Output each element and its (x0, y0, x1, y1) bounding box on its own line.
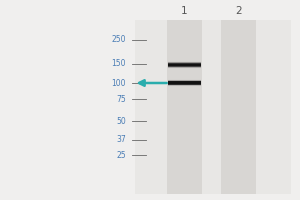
Bar (168, 62, 201, 63)
Bar (168, 64, 201, 66)
Bar (168, 82, 201, 84)
Bar (168, 83, 201, 85)
Bar (168, 81, 201, 83)
Bar (168, 84, 201, 85)
Bar (168, 67, 201, 68)
Bar (168, 64, 201, 65)
Bar (168, 66, 201, 67)
Bar (168, 64, 201, 65)
Text: 100: 100 (112, 78, 126, 88)
Bar (168, 84, 201, 85)
Bar (168, 85, 201, 87)
Bar (168, 61, 201, 62)
Bar (168, 80, 201, 82)
Bar (168, 63, 201, 64)
Bar (168, 79, 201, 81)
Bar (168, 82, 201, 83)
Bar (168, 80, 201, 81)
Bar (168, 65, 201, 66)
Text: 150: 150 (112, 60, 126, 68)
Bar (168, 84, 201, 86)
Bar (168, 80, 201, 81)
Bar (168, 81, 201, 82)
Bar (168, 82, 201, 84)
Bar (168, 67, 201, 69)
Bar (168, 67, 201, 69)
Bar (168, 62, 201, 63)
Bar (168, 84, 201, 85)
Bar (168, 66, 201, 68)
Bar (168, 65, 201, 66)
Bar (168, 85, 201, 87)
Bar (168, 81, 201, 82)
Bar (168, 63, 201, 64)
Bar (168, 83, 201, 84)
Text: 250: 250 (112, 36, 126, 45)
Bar (168, 65, 201, 67)
Bar (168, 79, 201, 81)
Bar (168, 84, 201, 86)
Bar (168, 62, 201, 64)
Bar (168, 82, 201, 83)
Bar (168, 81, 201, 83)
Text: 75: 75 (116, 95, 126, 104)
Bar (168, 61, 201, 63)
Bar (168, 79, 201, 81)
Bar (168, 64, 201, 66)
Bar (168, 80, 201, 81)
Bar (168, 83, 201, 84)
Bar (168, 63, 201, 65)
Bar (135, 20, 291, 194)
Bar (168, 67, 201, 68)
Bar (168, 85, 201, 86)
Bar (168, 68, 201, 69)
Bar (168, 83, 201, 85)
Bar (168, 80, 201, 81)
Bar (168, 68, 201, 69)
Bar (168, 65, 201, 66)
Bar (168, 61, 201, 62)
Bar (168, 85, 201, 86)
Bar (168, 63, 201, 64)
Bar (168, 61, 201, 62)
Bar (168, 62, 201, 64)
Bar (168, 84, 201, 86)
Bar (168, 66, 201, 67)
Text: 2: 2 (235, 6, 242, 16)
Bar (168, 83, 201, 84)
Bar (168, 64, 201, 65)
Bar (221, 20, 256, 194)
Text: 50: 50 (116, 116, 126, 126)
Text: 25: 25 (116, 151, 126, 160)
Bar (168, 81, 201, 82)
Bar (168, 66, 201, 68)
Bar (168, 63, 201, 65)
Bar (168, 84, 201, 85)
Bar (168, 81, 201, 83)
Bar (168, 65, 201, 67)
Bar (167, 20, 202, 194)
Bar (168, 82, 201, 83)
Bar (168, 85, 201, 86)
Bar (168, 61, 201, 63)
Bar (168, 66, 201, 67)
Text: 1: 1 (181, 6, 188, 16)
Bar (168, 82, 201, 84)
Bar (168, 67, 201, 68)
Bar (168, 67, 201, 68)
Bar (168, 83, 201, 84)
Bar (168, 81, 201, 82)
Bar (168, 62, 201, 63)
Bar (168, 64, 201, 66)
Bar (168, 62, 201, 63)
Bar (168, 80, 201, 82)
Text: 37: 37 (116, 136, 126, 144)
